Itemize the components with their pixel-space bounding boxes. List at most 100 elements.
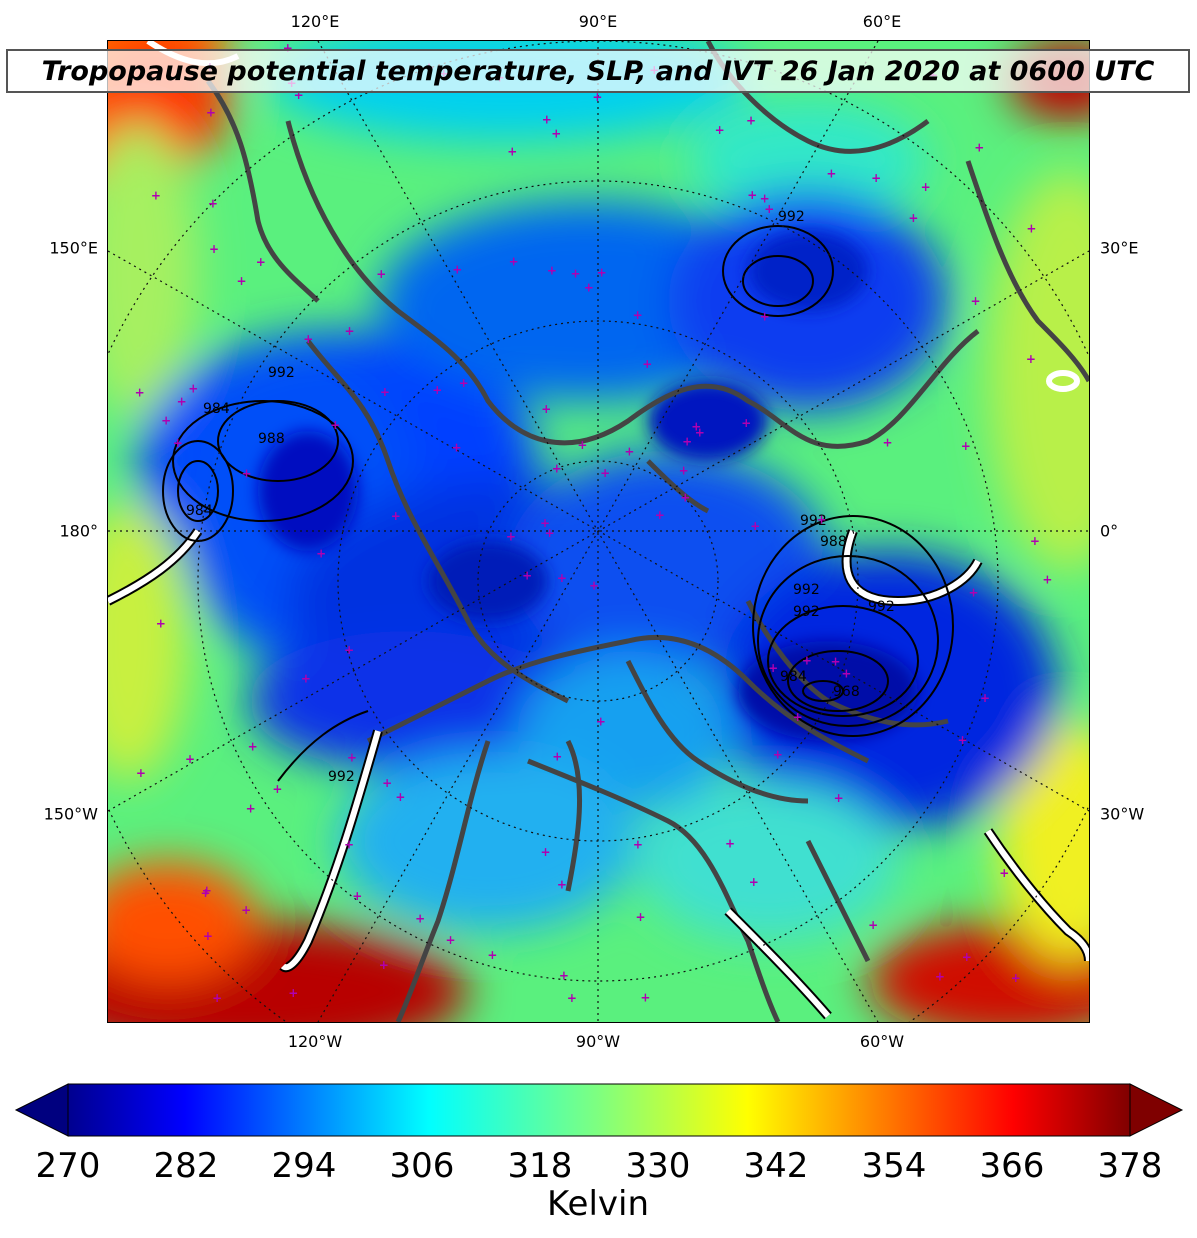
station-marker: + bbox=[303, 332, 313, 346]
station-marker: + bbox=[272, 782, 282, 796]
lon-tick-bottom: 120°W bbox=[287, 1032, 343, 1051]
colorbar-tick: 366 bbox=[979, 1146, 1045, 1186]
station-marker: + bbox=[541, 845, 551, 859]
colorbar-extend-high bbox=[1129, 1083, 1184, 1137]
station-marker: + bbox=[793, 710, 803, 724]
station-marker: + bbox=[749, 875, 759, 889]
colorbar-label: Kelvin bbox=[546, 1184, 650, 1224]
station-marker: + bbox=[288, 986, 298, 1000]
station-marker: + bbox=[691, 420, 701, 434]
slp-label: 992 bbox=[868, 599, 895, 615]
station-marker: + bbox=[151, 188, 161, 202]
station-marker: + bbox=[921, 180, 931, 194]
station-marker: + bbox=[883, 436, 893, 450]
station-marker: + bbox=[344, 837, 354, 851]
station-marker: + bbox=[961, 439, 971, 453]
station-marker: + bbox=[831, 655, 841, 669]
title-box: Tropopause potential temperature, SLP, a… bbox=[6, 49, 1190, 93]
station-marker: + bbox=[344, 643, 354, 657]
station-marker: + bbox=[507, 145, 517, 159]
station-marker: + bbox=[432, 383, 442, 397]
station-marker: + bbox=[156, 616, 166, 630]
station-marker: + bbox=[202, 884, 212, 898]
station-marker: + bbox=[1026, 222, 1036, 236]
colorbar-tick: 330 bbox=[625, 1146, 691, 1186]
colorbar-tick: 294 bbox=[271, 1146, 337, 1186]
lon-tick-bottom: 60°W bbox=[859, 1032, 905, 1051]
station-marker: + bbox=[552, 749, 562, 763]
station-marker: + bbox=[347, 750, 357, 764]
station-marker: + bbox=[642, 357, 652, 371]
station-marker: + bbox=[680, 490, 690, 504]
map-title: Tropopause potential temperature, SLP, a… bbox=[41, 55, 1155, 87]
station-marker: + bbox=[376, 267, 386, 281]
station-marker: + bbox=[768, 661, 778, 675]
station-marker: + bbox=[559, 968, 569, 982]
station-marker: + bbox=[415, 911, 425, 925]
station-marker: + bbox=[773, 748, 783, 762]
station-marker: + bbox=[459, 376, 469, 390]
station-marker: + bbox=[958, 733, 968, 747]
station-marker: + bbox=[382, 776, 392, 790]
station-marker: + bbox=[446, 933, 456, 947]
slp-label: 968 bbox=[833, 684, 860, 700]
station-marker: + bbox=[173, 436, 183, 450]
slp-label: 992 bbox=[328, 769, 355, 785]
station-marker: + bbox=[177, 394, 187, 408]
station-marker: + bbox=[974, 141, 984, 155]
slp-label: 992 bbox=[778, 209, 805, 225]
station-marker: + bbox=[242, 467, 252, 481]
station-marker: + bbox=[817, 512, 827, 526]
station-marker: + bbox=[679, 464, 689, 478]
station-marker: + bbox=[256, 255, 266, 269]
slp-label: 992 bbox=[793, 582, 820, 598]
station-marker: + bbox=[237, 274, 247, 288]
station-marker: + bbox=[682, 434, 692, 448]
lon-tick-left: 150°E bbox=[49, 238, 98, 258]
station-marker: + bbox=[725, 836, 735, 850]
colorbar-tick: 378 bbox=[1097, 1146, 1163, 1186]
station-marker: + bbox=[487, 948, 497, 962]
station-marker: + bbox=[1042, 573, 1052, 587]
station-marker: + bbox=[206, 106, 216, 120]
colorbar-extend-low bbox=[14, 1083, 69, 1137]
station-marker: + bbox=[567, 991, 577, 1005]
station-marker: + bbox=[826, 167, 836, 181]
station-marker: + bbox=[750, 519, 760, 533]
station-marker: + bbox=[551, 127, 561, 141]
lon-tick-top: 60°E bbox=[862, 12, 902, 31]
colorbar-tick: 318 bbox=[507, 1146, 573, 1186]
lon-tick-right: 0° bbox=[1100, 521, 1119, 541]
station-marker: + bbox=[395, 790, 405, 804]
station-marker: + bbox=[871, 171, 881, 185]
colorbar-tick: 342 bbox=[743, 1146, 809, 1186]
station-marker: + bbox=[969, 586, 979, 600]
station-marker: + bbox=[592, 90, 602, 104]
station-marker: + bbox=[584, 281, 594, 295]
station-marker: + bbox=[633, 308, 643, 322]
station-marker: + bbox=[379, 958, 389, 972]
station-marker: + bbox=[834, 791, 844, 805]
station-marker: + bbox=[999, 866, 1009, 880]
lon-tick-top: 90°E bbox=[578, 12, 618, 31]
station-marker: + bbox=[597, 266, 607, 280]
slp-label: 992 bbox=[268, 365, 295, 381]
station-marker: + bbox=[971, 294, 981, 308]
station-marker: + bbox=[760, 310, 770, 324]
lon-tick-bottom: 90°W bbox=[575, 1032, 621, 1051]
station-marker: + bbox=[935, 970, 945, 984]
station-marker: + bbox=[868, 918, 878, 932]
station-marker: + bbox=[596, 715, 606, 729]
station-marker: + bbox=[577, 438, 587, 452]
station-marker: + bbox=[380, 385, 390, 399]
lon-tick-top: 120°E bbox=[290, 12, 340, 31]
station-marker: + bbox=[161, 413, 171, 427]
station-marker: + bbox=[209, 242, 219, 256]
station-marker: + bbox=[330, 418, 340, 432]
station-marker: + bbox=[248, 739, 258, 753]
map-canvas: 992 984 988 984 992 992 988 992 992 992 … bbox=[108, 41, 1089, 1022]
station-marker: + bbox=[552, 462, 562, 476]
station-marker: + bbox=[185, 752, 195, 766]
station-marker: + bbox=[241, 903, 251, 917]
colorbar-tick: 282 bbox=[153, 1146, 219, 1186]
